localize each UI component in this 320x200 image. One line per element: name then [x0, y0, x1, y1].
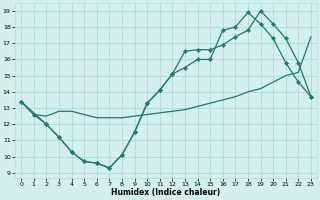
X-axis label: Humidex (Indice chaleur): Humidex (Indice chaleur) — [111, 188, 221, 197]
